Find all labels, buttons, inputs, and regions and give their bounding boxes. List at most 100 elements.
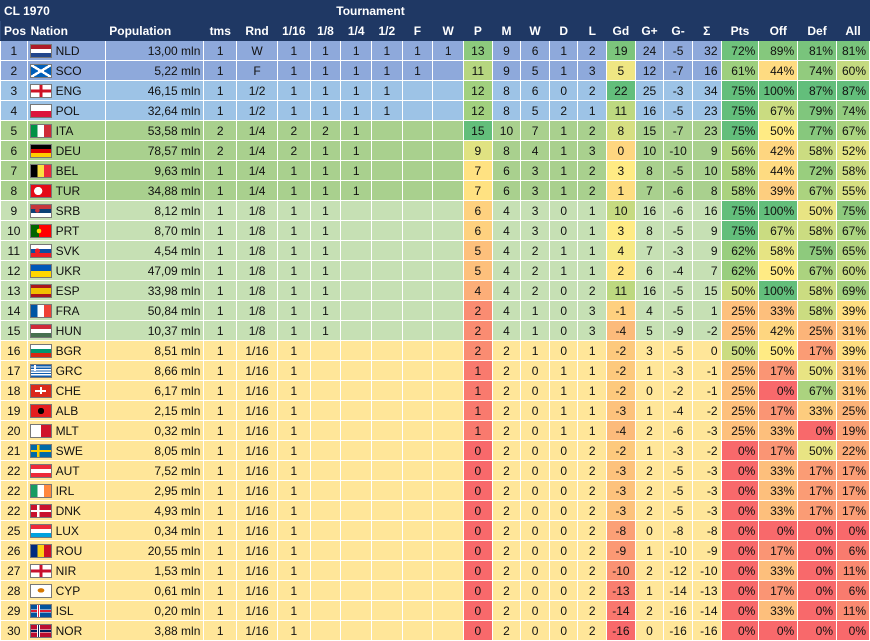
round-cell: 1 — [309, 260, 342, 281]
w-cell: 5 — [520, 60, 550, 81]
all-cell: 11% — [835, 600, 870, 621]
column-header: D — [548, 20, 579, 41]
w-cell: 0 — [520, 560, 550, 581]
sig-cell: 23 — [691, 120, 722, 141]
round-cell — [432, 540, 465, 561]
w-cell: 0 — [520, 580, 550, 601]
tur-flag-icon — [29, 183, 52, 198]
l-cell: 2 — [577, 440, 608, 461]
gm-cell: -8 — [663, 520, 693, 541]
w-cell: 6 — [520, 80, 550, 101]
pop-cell: 13,00 mln — [105, 40, 205, 61]
rnd-cell: 1/16 — [236, 400, 278, 421]
round-cell — [340, 240, 372, 261]
pos-cell: 5 — [0, 120, 28, 141]
nation-cell: SCO — [26, 60, 107, 81]
nation-code: SRB — [55, 203, 81, 218]
nation-cell: BGR — [26, 340, 107, 361]
all-cell: 39% — [835, 300, 870, 321]
nation-code: IRL — [55, 483, 75, 498]
round-cell: 1 — [401, 60, 434, 81]
rnd-cell: 1/16 — [236, 540, 278, 561]
nation-cell: UKR — [26, 260, 107, 281]
round-cell — [401, 560, 434, 581]
m-cell: 2 — [491, 420, 522, 441]
rnd-cell: 1/16 — [236, 440, 278, 461]
sig-cell: 15 — [691, 280, 722, 301]
round-cell — [401, 380, 434, 401]
pop-cell: 0,61 mln — [105, 580, 205, 601]
gd-cell: -3 — [606, 480, 636, 501]
gp-cell: 25 — [634, 80, 665, 101]
swe-flag-icon — [29, 443, 52, 458]
gp-cell: 16 — [634, 280, 665, 301]
gm-cell: -5 — [663, 300, 693, 321]
nation-cell: CHE — [26, 380, 107, 401]
l-cell: 2 — [577, 560, 608, 581]
off-cell: 100% — [758, 80, 799, 101]
w-cell: 6 — [520, 40, 550, 61]
pop-cell: 33,98 mln — [105, 280, 205, 301]
tms-cell: 1 — [203, 600, 238, 621]
round-cell — [309, 600, 342, 621]
p-cell: 0 — [463, 460, 493, 481]
gp-cell: 1 — [634, 540, 665, 561]
d-cell: 1 — [548, 260, 579, 281]
pos-cell: 14 — [0, 300, 28, 321]
gm-cell: -5 — [663, 460, 693, 481]
pop-cell: 3,88 mln — [105, 620, 205, 641]
p-cell: 2 — [463, 320, 493, 341]
p-cell: 0 — [463, 480, 493, 501]
round-cell — [309, 420, 342, 441]
gm-cell: -5 — [663, 480, 693, 501]
column-header: Gd — [606, 20, 636, 41]
gm-cell: -9 — [663, 320, 693, 341]
pts-cell: 61% — [720, 60, 760, 81]
rnd-cell: 1/16 — [236, 360, 278, 381]
ita-flag-icon — [29, 123, 52, 138]
gm-cell: -3 — [663, 80, 693, 101]
off-cell: 89% — [758, 40, 799, 61]
d-cell: 1 — [548, 120, 579, 141]
tms-cell: 1 — [203, 420, 238, 441]
gp-cell: 15 — [634, 120, 665, 141]
column-header: Pts — [720, 20, 760, 41]
l-cell: 3 — [577, 140, 608, 161]
sig-cell: -3 — [691, 420, 722, 441]
all-cell: 31% — [835, 360, 870, 381]
round-cell: 1 — [370, 80, 403, 101]
column-header: F — [401, 20, 434, 41]
round-cell — [370, 600, 403, 621]
gm-cell: -2 — [663, 380, 693, 401]
sig-cell: 16 — [691, 200, 722, 221]
gp-cell: 1 — [634, 360, 665, 381]
round-cell: 1 — [309, 60, 342, 81]
gp-cell: 10 — [634, 140, 665, 161]
m-cell: 9 — [491, 60, 522, 81]
round-cell — [340, 460, 372, 481]
w-cell: 2 — [520, 260, 550, 281]
all-cell: 0% — [835, 520, 870, 541]
rnd-cell: 1/16 — [236, 340, 278, 361]
nation-code: BGR — [55, 343, 82, 358]
pts-cell: 0% — [720, 620, 760, 641]
round-cell: 1 — [309, 140, 342, 161]
table-row: 6 DEU 78,57 mln 2 1/4 2 1 1 9 8 4 1 3 0 10 -10 9 56% 42% 58… — [0, 140, 870, 161]
w-cell: 3 — [520, 180, 550, 201]
round-cell — [432, 320, 465, 341]
round-cell — [309, 500, 342, 521]
w-cell: 1 — [520, 320, 550, 341]
nation-code: UKR — [55, 263, 81, 278]
round-cell: 1 — [276, 620, 311, 641]
d-cell: 1 — [548, 360, 579, 381]
def-cell: 0% — [797, 600, 837, 621]
deu-flag-icon — [29, 143, 52, 158]
m-cell: 2 — [491, 400, 522, 421]
round-cell — [309, 560, 342, 581]
nation-code: TUR — [55, 183, 81, 198]
round-cell — [432, 100, 465, 121]
rnd-cell: 1/4 — [236, 120, 278, 141]
tms-cell: 1 — [203, 620, 238, 641]
gp-cell: 0 — [634, 520, 665, 541]
round-cell: 1 — [370, 100, 403, 121]
